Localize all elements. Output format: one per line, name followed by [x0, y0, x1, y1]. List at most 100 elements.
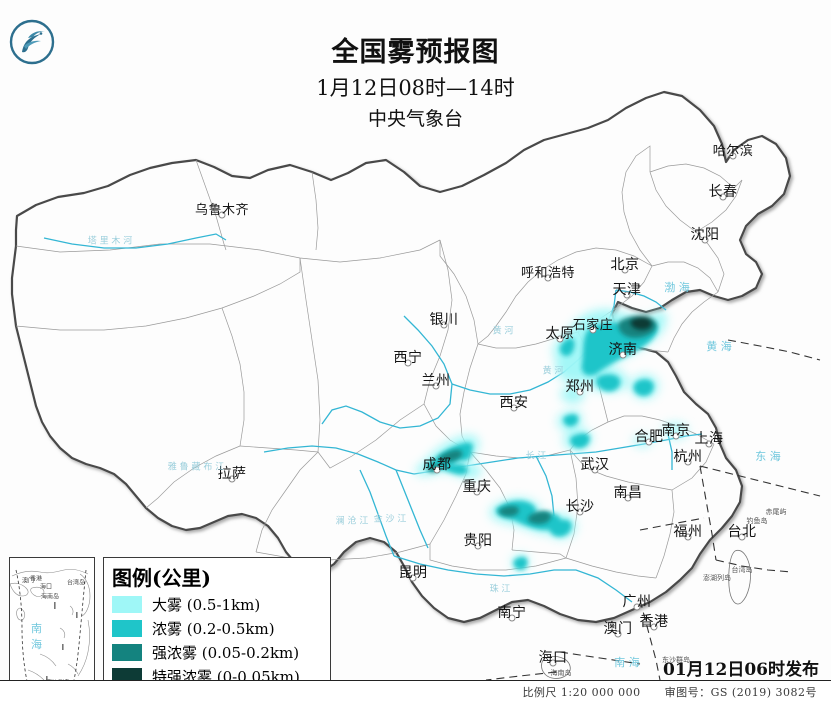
city-marker-dot	[684, 533, 692, 541]
inset-place-label: 香港	[29, 575, 43, 583]
inset-place-label: 海口	[39, 583, 53, 591]
river-label: 塔 里 木 河	[87, 236, 133, 247]
city-marker-dot	[549, 659, 557, 667]
river-label: 长 江	[525, 451, 547, 462]
legend-item-label: 强浓雾 (0.05-0.2km)	[152, 643, 300, 662]
sea-label: 渤 海	[664, 281, 690, 294]
island-label: 澎湖列岛	[703, 574, 731, 582]
legend-rows: 大雾 (0.5-1km) 浓雾 (0.2-0.5km) 强浓雾 (0.05-0.2k…	[104, 592, 330, 688]
city-marker-dot	[701, 236, 709, 244]
legend-item: 浓雾 (0.2-0.5km)	[112, 616, 330, 640]
city-marker-dot	[508, 614, 516, 622]
city-label: 昆明	[398, 565, 428, 581]
city-marker-dot	[409, 574, 417, 582]
city-marker-dot	[621, 266, 629, 274]
inset-place-label: 台湾岛	[66, 579, 86, 587]
city-label: 拉萨	[217, 466, 247, 482]
city-label: 西安	[499, 395, 529, 411]
city-label: 石家庄	[572, 318, 614, 333]
city-label: 太原	[545, 326, 575, 342]
city-marker-dot	[684, 458, 692, 466]
city-marker-dot	[510, 404, 518, 412]
island-label: 东沙群岛	[662, 656, 690, 664]
island-label: 钓鱼岛	[746, 517, 768, 525]
city-marker-dot	[591, 466, 599, 474]
city-label: 天津	[612, 282, 642, 298]
river-label: 金 沙 江	[373, 514, 407, 525]
sea-label: 南 海	[614, 656, 640, 669]
city-marker-dot	[614, 630, 622, 638]
city-marker-dot	[624, 494, 632, 502]
city-marker-dot	[705, 440, 713, 448]
city-marker-dot	[474, 542, 482, 550]
legend-title: 图例(公里)	[112, 566, 211, 590]
city-marker-dot	[440, 321, 448, 329]
inset-place-label: 澳门	[21, 577, 35, 585]
city-marker-dot	[738, 533, 746, 541]
city-label: 沈阳	[690, 227, 720, 243]
river-label: 黄 河	[492, 326, 514, 337]
city-marker-dot	[589, 326, 597, 334]
city-marker-dot	[432, 382, 440, 390]
city-label: 贵阳	[463, 533, 493, 549]
city-label: 南宁	[497, 605, 527, 621]
hainan-island	[541, 656, 571, 679]
map-approval-number: 审图号：GS (2019) 3082号	[664, 686, 817, 699]
sea-label: 黄 海	[706, 340, 732, 353]
river-label: 黄 河	[542, 366, 564, 377]
island-label: 赤尾屿	[765, 508, 787, 516]
city-marker-dot	[228, 475, 236, 483]
city-label: 兰州	[421, 373, 451, 389]
city-label: 上海	[694, 431, 724, 447]
footer-scale-approval: 比例尺 1:20 000 000 审图号：GS (2019) 3082号	[522, 684, 817, 700]
city-label: 郑州	[565, 379, 595, 395]
national-border	[10, 90, 792, 624]
city-label: 长沙	[565, 499, 595, 515]
south-china-sea-inset: 南 海 1:40 000 000 海口海南岛台湾岛澳门香港南沙群岛	[9, 557, 95, 697]
city-label: 香港	[639, 614, 669, 630]
city-marker-dot	[619, 351, 627, 359]
province-boundaries	[15, 145, 743, 579]
legend-item-label: 大雾 (0.5-1km)	[152, 595, 261, 614]
city-label: 南京	[661, 423, 691, 439]
city-marker-dot	[576, 388, 584, 396]
city-marker-dot	[633, 603, 641, 611]
city-label: 哈尔滨	[712, 144, 754, 159]
fog-area-hunan-guizhou	[489, 498, 577, 572]
city-marker-dot	[404, 359, 412, 367]
city-label: 澳门	[603, 621, 633, 637]
city-label: 北京	[610, 257, 640, 273]
legend-color-swatch	[112, 595, 142, 613]
river-label: 澜 沧 江	[335, 516, 369, 527]
legend-item-label: 浓雾 (0.2-0.5km)	[152, 619, 275, 638]
taiwan-island	[728, 549, 751, 605]
maritime-boundary-dashed	[485, 339, 821, 691]
city-label: 长春	[708, 184, 738, 200]
city-marker-dot	[672, 432, 680, 440]
legend-color-swatch	[112, 643, 142, 661]
city-label: 成都	[422, 457, 452, 473]
river-label: 雅 鲁 藏 布 江	[167, 462, 225, 473]
footer-bar	[0, 680, 831, 703]
city-label: 重庆	[462, 479, 492, 495]
river-label: 珠 江	[489, 584, 511, 595]
inset-place-label: 海南岛	[40, 593, 60, 601]
city-label: 广州	[622, 594, 652, 610]
city-label: 杭州	[673, 449, 703, 465]
island-label: 海南岛	[550, 669, 572, 677]
city-label: 武汉	[580, 457, 610, 473]
legend-item: 大雾 (0.5-1km)	[112, 592, 330, 616]
fog-area-shaanxi	[557, 410, 593, 451]
city-marker-dot	[473, 488, 481, 496]
city-label: 合肥	[634, 429, 664, 445]
legend-color-swatch	[112, 619, 142, 637]
map-scale-text: 比例尺 1:20 000 000	[522, 686, 641, 699]
sea-label: 东 海	[755, 450, 781, 463]
city-label: 海口	[538, 650, 568, 666]
city-label: 台北	[727, 524, 757, 540]
city-marker-dot	[544, 274, 552, 282]
city-label: 济南	[608, 342, 638, 358]
issue-time-label: 01月12日06时发布	[663, 660, 819, 680]
legend-item: 强浓雾 (0.05-0.2km)	[112, 640, 330, 664]
